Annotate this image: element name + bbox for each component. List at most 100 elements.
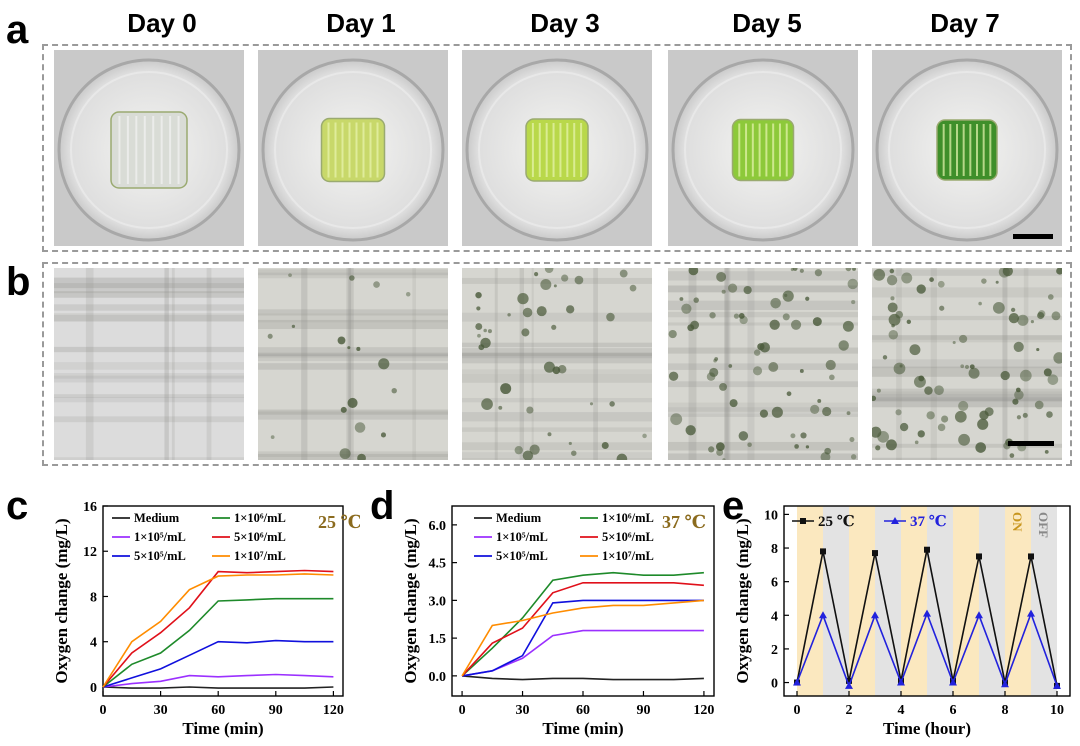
series-line-5	[102, 573, 334, 688]
micrograph-3	[668, 268, 858, 460]
y-axis-label: Oxygen change (mg/L)	[733, 518, 752, 683]
data-point	[820, 548, 826, 555]
data-point	[819, 611, 827, 619]
series-line-2	[461, 599, 704, 677]
legend-label-4: 5×10⁶/mL	[234, 530, 286, 544]
panel-letter-b: b	[6, 260, 31, 304]
x-tick-label: 0	[459, 703, 466, 718]
panel-letter-e: e	[722, 484, 745, 528]
light-off-band-1	[875, 506, 901, 696]
data-point	[1028, 553, 1034, 560]
temperature-label: 37 ℃	[662, 512, 706, 532]
y-tick-label: 0	[90, 681, 97, 696]
legend-label-3: 1×10⁶/mL	[234, 511, 286, 525]
data-point	[924, 546, 930, 553]
data-point	[949, 678, 957, 686]
x-tick-label: 120	[693, 703, 714, 718]
micrograph-1	[258, 268, 448, 460]
micrograph-2	[462, 268, 652, 460]
data-point	[846, 677, 852, 684]
legend-label-1: 1×10⁵/mL	[134, 530, 186, 544]
y-tick-label: 12	[83, 545, 97, 560]
series-line-5	[461, 599, 704, 677]
data-point	[872, 550, 878, 557]
y-tick-label: 0	[771, 677, 778, 692]
dish-photo-3	[668, 50, 858, 246]
data-point	[1027, 609, 1035, 617]
legend-label-4: 5×10⁶/mL	[602, 530, 654, 544]
hydrogel-scaffold	[525, 118, 589, 182]
y-tick-label: 1.5	[429, 632, 447, 647]
x-axis-label: Time (hour)	[883, 719, 971, 738]
panel-b-frame	[42, 262, 1072, 466]
micrograph-0	[54, 268, 244, 460]
series-line-1	[461, 629, 704, 677]
x-tick-label: 60	[211, 703, 225, 718]
x-tick-label: 0	[100, 703, 107, 718]
legend-label-2: 5×10⁵/mL	[496, 549, 548, 563]
light-on-band-2	[901, 506, 927, 696]
legend-label-0: Medium	[496, 511, 542, 525]
series-line-3	[102, 597, 334, 688]
x-tick-label: 60	[576, 703, 590, 718]
x-tick-label: 8	[1002, 703, 1009, 718]
x-tick-label: 30	[516, 703, 530, 718]
legend-label-0: Medium	[134, 511, 180, 525]
light-off-band-0	[823, 506, 849, 696]
y-tick-label: 10	[764, 508, 778, 523]
data-point	[871, 611, 879, 619]
chart-d: 0 30 60 90 120 0.0 1.5 3.0 4.5 6.0 Time (min) Oxyge…	[401, 505, 715, 738]
y-tick-label: 4	[771, 609, 778, 624]
y-tick-label: 6.0	[429, 519, 447, 534]
x-tick-label: 10	[1050, 703, 1064, 718]
series-line-4	[102, 569, 334, 688]
off-label: OFF	[1036, 512, 1051, 538]
data-point	[923, 609, 931, 617]
x-axis-label: Time (min)	[542, 719, 623, 738]
micrograph-4	[872, 268, 1062, 460]
y-axis-label: Oxygen change (mg/L)	[52, 518, 71, 683]
y-axis-label: Oxygen change (mg/L)	[401, 518, 420, 683]
legend-label-2: 5×10⁵/mL	[134, 549, 186, 563]
legend-label-5: 1×10⁷/mL	[602, 549, 654, 563]
y-tick-label: 4	[90, 636, 97, 651]
data-point	[976, 553, 982, 560]
panel-letter-c: c	[6, 484, 29, 528]
y-tick-label: 4.5	[429, 557, 447, 572]
day-label-5: Day 5	[732, 8, 802, 38]
x-tick-label: 0	[794, 703, 801, 718]
x-tick-label: 30	[154, 703, 168, 718]
y-tick-label: 8	[771, 542, 778, 557]
series-line-1	[102, 673, 334, 688]
y-tick-label: 6	[771, 576, 778, 591]
y-tick-label: 8	[90, 590, 97, 605]
day-label-7: Day 7	[930, 8, 1000, 38]
light-off-band-2	[927, 506, 953, 696]
series-line-0	[102, 686, 334, 689]
legend-label-1: 1×10⁵/mL	[496, 530, 548, 544]
day-label-3: Day 3	[530, 8, 600, 38]
chart-e: 0 2 4 6 8 10 0 2 4 6 8 10 Time (hour) Oxygen change (…	[733, 505, 1071, 738]
data-point	[793, 678, 801, 686]
data-point	[1053, 681, 1061, 689]
series-line-4	[461, 582, 704, 677]
legend-label-3: 1×10⁶/mL	[602, 511, 654, 525]
dish-photo-1	[258, 50, 448, 246]
data-point	[897, 678, 905, 686]
dish-photo-4	[872, 50, 1062, 246]
panel-letter-a: a	[6, 8, 29, 52]
x-tick-label: 90	[269, 703, 283, 718]
scale-bar-b	[1008, 441, 1054, 446]
dish-photo-0	[54, 50, 244, 246]
series-line-0	[462, 675, 704, 681]
x-tick-label: 90	[636, 703, 650, 718]
x-tick-label: 2	[846, 703, 853, 718]
panel-a-frame	[42, 44, 1072, 252]
x-tick-label: 6	[950, 703, 957, 718]
legend-marker	[891, 517, 899, 524]
dish-photo-2	[462, 50, 652, 246]
scale-bar-a	[1013, 234, 1053, 239]
y-tick-label: 2	[771, 643, 778, 658]
y-tick-label: 3.0	[429, 594, 447, 609]
on-label: ON	[1010, 512, 1025, 532]
